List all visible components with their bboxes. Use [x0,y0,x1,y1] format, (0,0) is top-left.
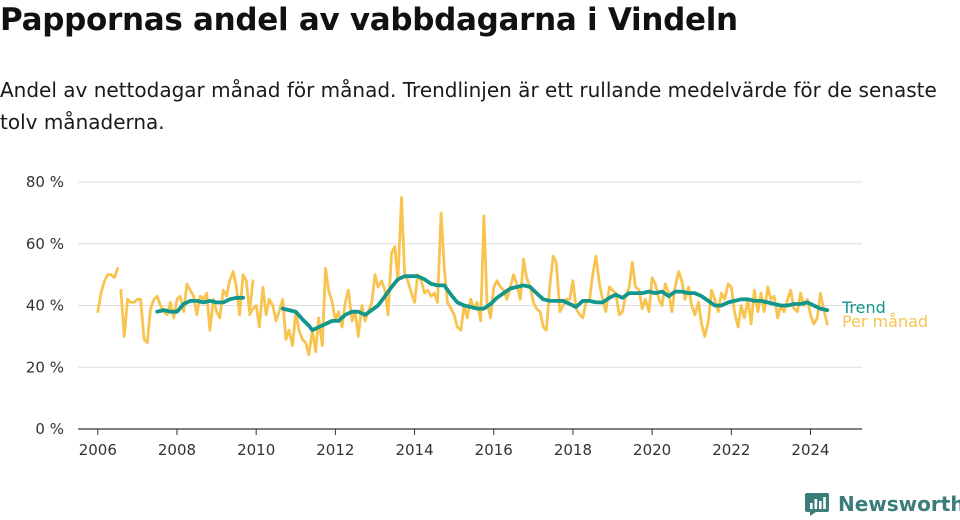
x-tick-label: 2010 [237,441,275,459]
x-tick-label: 2016 [475,441,513,459]
legend-label-per-manad: Per månad [842,312,928,331]
brand-logo: Newsworthy [804,489,960,519]
x-tick-label: 2020 [633,441,671,459]
y-tick-label: 40 % [26,297,64,315]
y-tick-label: 60 % [26,235,64,253]
series-lines [96,196,830,357]
series-line-trend [280,274,830,333]
x-tick-label: 2024 [791,441,829,459]
x-tick-label: 2018 [554,441,592,459]
grid-lines [78,181,862,368]
chart-subtitle: Andel av nettodagar månad för månad. Tre… [0,78,937,134]
newsworthy-logo-icon [805,493,829,516]
y-tick-label: 20 % [26,358,64,376]
x-tick-label: 2022 [712,441,750,459]
x-tick-label: 2014 [395,441,433,459]
series-line-per-manad [96,267,119,314]
series-line-per-manad [248,196,829,357]
series-line-trend [155,295,245,314]
x-tick-label: 2008 [158,441,196,459]
chart-title: Pappornas andel av vabbdagarna i Vindeln [0,2,738,38]
legend-label-trend: Trend [841,298,886,317]
x-tick-label: 2012 [316,441,354,459]
axes: 0 % 20 % 40 % 60 % 80 % 2006 2008 2010 2012 2014 2… [26,173,862,459]
y-tick-label: 80 % [26,173,64,191]
series-line-per-manad [119,270,255,344]
y-tick-label: 0 % [35,420,64,438]
x-tick-label: 2006 [79,441,117,459]
brand-name: Newsworthy [838,492,960,516]
